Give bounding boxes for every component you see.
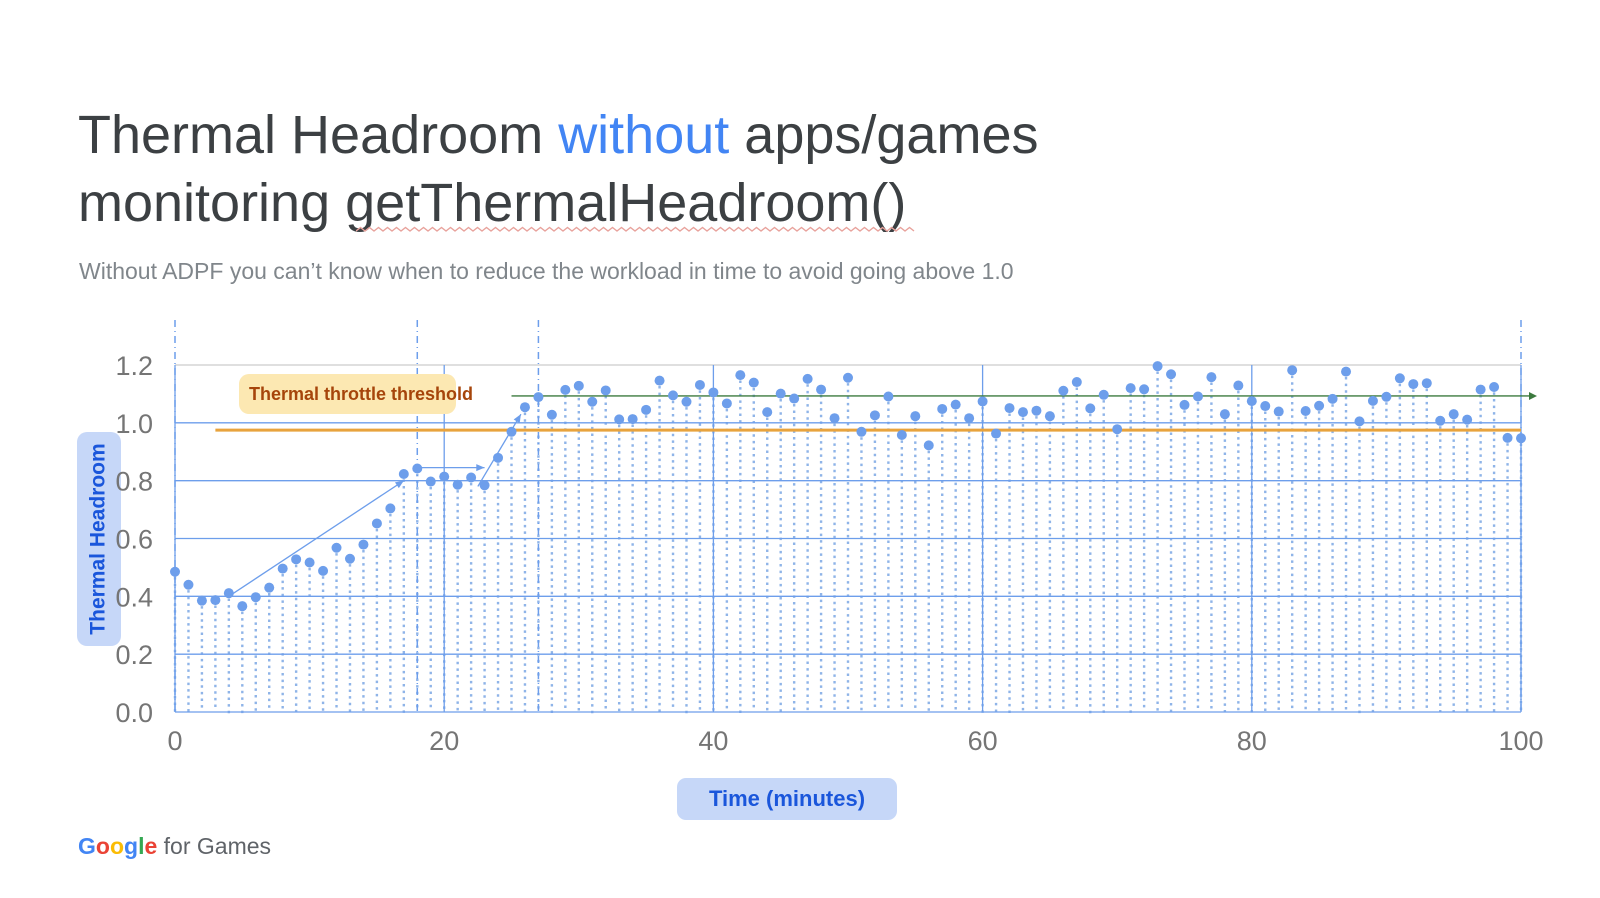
svg-text:1.2: 1.2	[115, 351, 153, 381]
svg-text:0.6: 0.6	[115, 525, 153, 555]
svg-text:0.0: 0.0	[115, 698, 153, 728]
svg-text:80: 80	[1237, 726, 1267, 756]
svg-text:Thermal throttle threshold: Thermal throttle threshold	[249, 384, 473, 404]
svg-text:40: 40	[698, 726, 728, 756]
svg-text:0.4: 0.4	[115, 582, 153, 612]
svg-text:1.0: 1.0	[115, 409, 153, 439]
svg-text:20: 20	[429, 726, 459, 756]
svg-text:0.8: 0.8	[115, 467, 153, 497]
svg-text:0.2: 0.2	[115, 640, 153, 670]
svg-text:100: 100	[1498, 726, 1543, 756]
svg-text:60: 60	[968, 726, 998, 756]
svg-text:0: 0	[167, 726, 182, 756]
